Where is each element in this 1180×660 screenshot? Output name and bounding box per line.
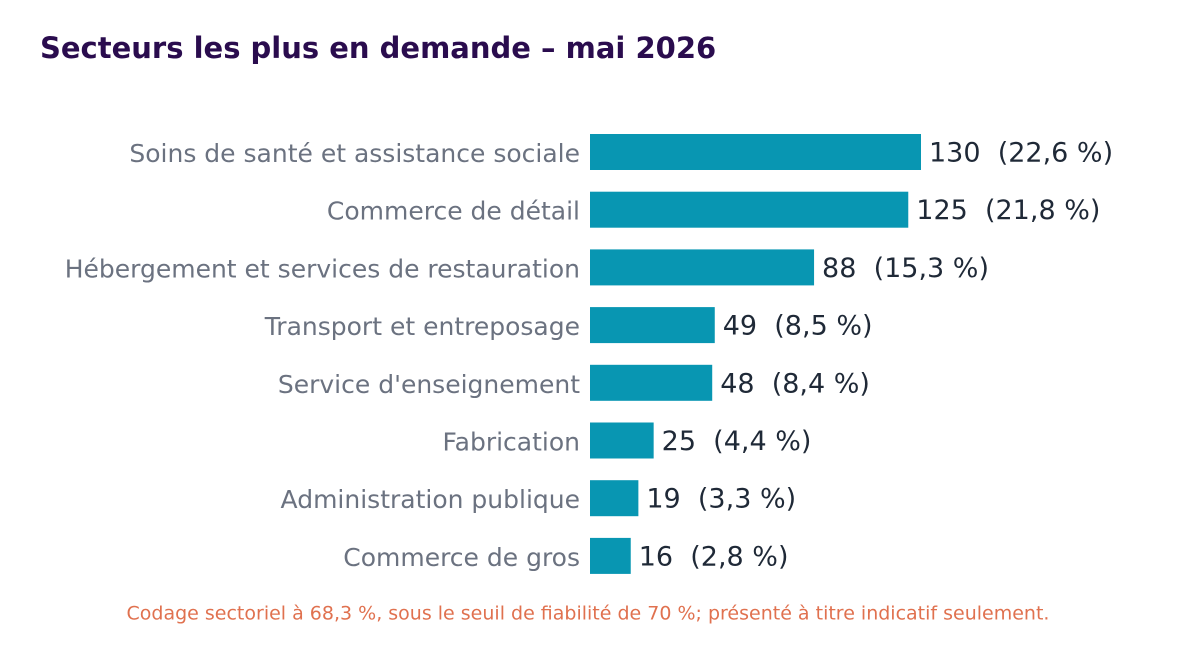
category-label: Hébergement et services de restauration — [65, 254, 580, 283]
bar — [590, 134, 921, 170]
category-label: Service d'enseignement — [278, 370, 580, 399]
value-label: 49 (8,5 %) — [723, 311, 873, 342]
bar — [590, 307, 715, 344]
bar — [590, 191, 909, 228]
category-label: Fabrication — [443, 428, 580, 457]
value-label: 125 (21,8 %) — [916, 195, 1100, 226]
bar — [590, 364, 713, 401]
value-label: 88 (15,3 %) — [822, 253, 989, 284]
value-label: 16 (2,8 %) — [639, 541, 789, 572]
bar — [590, 249, 815, 286]
category-label: Transport et entreposage — [264, 312, 580, 341]
value-label: 130 (22,6 %) — [929, 138, 1113, 169]
category-label: Commerce de gros — [343, 543, 580, 572]
bar — [590, 480, 639, 517]
chart-title: Secteurs les plus en demande – mai 2026 — [40, 31, 716, 65]
bar — [590, 537, 631, 574]
value-label: 19 (3,3 %) — [646, 484, 796, 515]
value-label: 48 (8,4 %) — [720, 368, 870, 399]
category-label: Administration publique — [281, 485, 580, 514]
category-label: Commerce de détail — [327, 197, 580, 226]
category-label: Soins de santé et assistance sociale — [129, 139, 580, 168]
bar — [590, 422, 654, 459]
value-label: 25 (4,4 %) — [662, 426, 812, 457]
chart-note: Codage sectoriel à 68,3 %, sous le seuil… — [127, 603, 1050, 625]
